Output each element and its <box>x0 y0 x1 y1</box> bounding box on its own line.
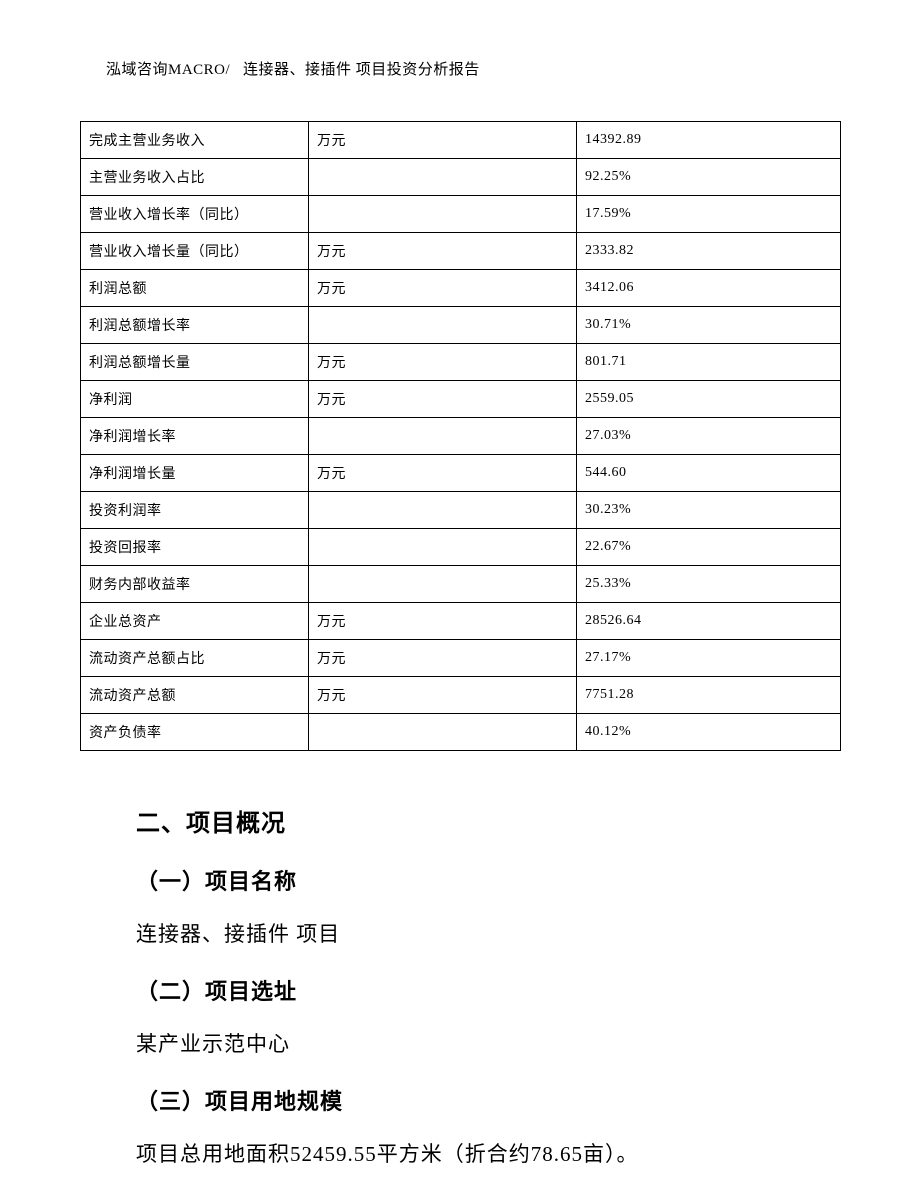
table-row: 投资回报率 22.67% <box>81 529 841 566</box>
cell-label: 流动资产总额占比 <box>81 640 309 677</box>
section-2-1-title: （一）项目名称 <box>136 864 800 896</box>
cell-value: 2559.05 <box>577 381 841 418</box>
table-row: 利润总额增长量 万元 801.71 <box>81 344 841 381</box>
table-row: 净利润 万元 2559.05 <box>81 381 841 418</box>
cell-value: 40.12% <box>577 714 841 751</box>
table-row: 营业收入增长量（同比） 万元 2333.82 <box>81 233 841 270</box>
table-row: 利润总额 万元 3412.06 <box>81 270 841 307</box>
cell-label: 财务内部收益率 <box>81 566 309 603</box>
table-row: 营业收入增长率（同比） 17.59% <box>81 196 841 233</box>
cell-value: 25.33% <box>577 566 841 603</box>
table-row: 企业总资产 万元 28526.64 <box>81 603 841 640</box>
cell-unit: 万元 <box>309 122 577 159</box>
cell-unit <box>309 529 577 566</box>
cell-value: 27.03% <box>577 418 841 455</box>
table-row: 净利润增长量 万元 544.60 <box>81 455 841 492</box>
cell-value: 92.25% <box>577 159 841 196</box>
table-row: 完成主营业务收入 万元 14392.89 <box>81 122 841 159</box>
table-row: 主营业务收入占比 92.25% <box>81 159 841 196</box>
section-2-1-body: 连接器、接插件 项目 <box>136 918 800 948</box>
table-row: 流动资产总额占比 万元 27.17% <box>81 640 841 677</box>
section-2-3-body: 项目总用地面积52459.55平方米（折合约78.65亩）。 <box>136 1138 800 1168</box>
cell-value: 17.59% <box>577 196 841 233</box>
cell-unit: 万元 <box>309 603 577 640</box>
cell-unit <box>309 196 577 233</box>
cell-unit <box>309 159 577 196</box>
table-row: 净利润增长率 27.03% <box>81 418 841 455</box>
cell-unit <box>309 492 577 529</box>
header-left: 泓域咨询MACRO/ <box>106 62 230 78</box>
section-2-title: 二、项目概况 <box>136 803 800 838</box>
table-row: 利润总额增长率 30.71% <box>81 307 841 344</box>
cell-unit: 万元 <box>309 344 577 381</box>
cell-value: 7751.28 <box>577 677 841 714</box>
cell-value: 801.71 <box>577 344 841 381</box>
cell-unit: 万元 <box>309 455 577 492</box>
cell-value: 14392.89 <box>577 122 841 159</box>
header-right: 连接器、接插件 项目投资分析报告 <box>243 62 480 78</box>
financial-table: 完成主营业务收入 万元 14392.89 主营业务收入占比 92.25% 营业收… <box>80 121 841 751</box>
cell-unit <box>309 307 577 344</box>
table-row: 财务内部收益率 25.33% <box>81 566 841 603</box>
cell-label: 利润总额 <box>81 270 309 307</box>
cell-label: 利润总额增长量 <box>81 344 309 381</box>
section-2-2-title: （二）项目选址 <box>136 974 800 1006</box>
cell-value: 30.71% <box>577 307 841 344</box>
table-row: 投资利润率 30.23% <box>81 492 841 529</box>
cell-label: 企业总资产 <box>81 603 309 640</box>
page-header: 泓域咨询MACRO/ 连接器、接插件 项目投资分析报告 <box>106 58 840 79</box>
cell-label: 净利润增长率 <box>81 418 309 455</box>
page: 泓域咨询MACRO/ 连接器、接插件 项目投资分析报告 完成主营业务收入 万元 … <box>0 0 920 1191</box>
cell-label: 净利润 <box>81 381 309 418</box>
cell-label: 投资利润率 <box>81 492 309 529</box>
cell-value: 28526.64 <box>577 603 841 640</box>
cell-label: 营业收入增长率（同比） <box>81 196 309 233</box>
cell-unit: 万元 <box>309 381 577 418</box>
cell-value: 2333.82 <box>577 233 841 270</box>
cell-label: 主营业务收入占比 <box>81 159 309 196</box>
body-content: 二、项目概况 （一）项目名称 连接器、接插件 项目 （二）项目选址 某产业示范中… <box>80 803 840 1168</box>
cell-value: 544.60 <box>577 455 841 492</box>
cell-label: 净利润增长量 <box>81 455 309 492</box>
cell-value: 22.67% <box>577 529 841 566</box>
table-row: 资产负债率 40.12% <box>81 714 841 751</box>
cell-unit: 万元 <box>309 233 577 270</box>
section-2-3-title: （三）项目用地规模 <box>136 1084 800 1116</box>
cell-value: 3412.06 <box>577 270 841 307</box>
table-row: 流动资产总额 万元 7751.28 <box>81 677 841 714</box>
cell-value: 27.17% <box>577 640 841 677</box>
cell-label: 利润总额增长率 <box>81 307 309 344</box>
cell-label: 流动资产总额 <box>81 677 309 714</box>
cell-label: 营业收入增长量（同比） <box>81 233 309 270</box>
cell-label: 投资回报率 <box>81 529 309 566</box>
cell-value: 30.23% <box>577 492 841 529</box>
section-2-2-body: 某产业示范中心 <box>136 1028 800 1058</box>
cell-unit <box>309 566 577 603</box>
cell-unit: 万元 <box>309 640 577 677</box>
cell-unit: 万元 <box>309 677 577 714</box>
cell-unit: 万元 <box>309 270 577 307</box>
cell-label: 完成主营业务收入 <box>81 122 309 159</box>
cell-unit <box>309 714 577 751</box>
cell-unit <box>309 418 577 455</box>
cell-label: 资产负债率 <box>81 714 309 751</box>
